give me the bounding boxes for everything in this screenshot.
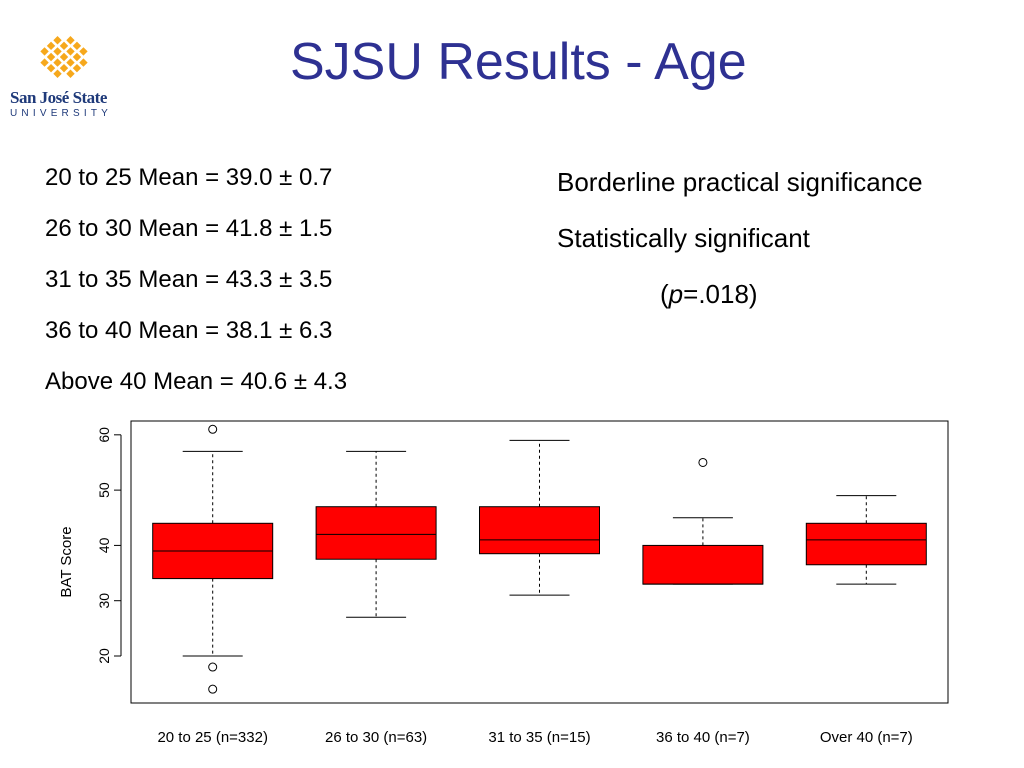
logo-diamond xyxy=(53,47,62,56)
logo-diamond xyxy=(40,47,49,56)
logo-name: San José State xyxy=(10,88,107,107)
bat-score-boxplot: 20 30 40 50 60 BAT Score 20 to 25 (n=332) 26 … xyxy=(58,420,949,746)
x-tick-label: Over 40 (n=7) xyxy=(820,729,913,746)
sjsu-diamond-logo-icon xyxy=(40,36,88,78)
logo-diamond xyxy=(46,52,56,62)
box-group xyxy=(315,450,437,618)
logo-diamond xyxy=(53,69,62,78)
stat-line: 20 to 25 Mean = 39.0 ± 0.7 xyxy=(45,164,333,191)
logo-subtitle: UNIVERSITY xyxy=(10,108,113,119)
y-tick-label: 40 xyxy=(96,537,112,553)
significance-notes: Borderline practical significance Statis… xyxy=(557,154,923,322)
p-value: =.018) xyxy=(683,279,758,309)
stat-line: 26 to 30 Mean = 41.8 ± 1.5 xyxy=(45,215,333,242)
x-tick-label: 31 to 35 (n=15) xyxy=(488,729,590,746)
note-practical: Borderline practical significance xyxy=(557,167,923,197)
box-group xyxy=(805,495,927,585)
logo-diamond xyxy=(66,47,75,56)
x-axis-labels: 20 to 25 (n=332) 26 to 30 (n=63) 31 to 35 … xyxy=(157,729,912,746)
logo-diamond xyxy=(59,63,69,73)
stat-line: 31 to 35 Mean = 43.3 ± 3.5 xyxy=(45,266,333,293)
mean-stats-list: 20 to 25 Mean = 39.0 ± 0.7 26 to 30 Mean… xyxy=(45,152,347,407)
logo-diamond xyxy=(66,58,75,67)
boxes xyxy=(152,424,927,694)
outlier-point xyxy=(208,662,218,672)
logo-diamond xyxy=(59,52,69,62)
y-tick-label: 20 xyxy=(96,648,112,664)
logo-diamond xyxy=(79,47,88,56)
x-tick-label: 36 to 40 (n=7) xyxy=(656,729,750,746)
iqr-box xyxy=(315,506,437,560)
box-group xyxy=(152,424,274,694)
plot-frame xyxy=(130,420,949,704)
stat-line: 36 to 40 Mean = 38.1 ± 6.3 xyxy=(45,317,333,344)
logo-diamond xyxy=(72,52,82,62)
logo-diamond xyxy=(59,41,69,51)
stat-line: Above 40 Mean = 40.6 ± 4.3 xyxy=(45,368,348,395)
logo-diamond xyxy=(53,58,62,67)
note-statistical: Statistically significant xyxy=(557,223,810,253)
logo-diamond xyxy=(72,41,82,51)
y-tick-label: 30 xyxy=(96,593,112,609)
box-group xyxy=(642,457,764,585)
logo-diamond xyxy=(72,63,82,73)
outlier-point xyxy=(208,424,218,434)
iqr-box xyxy=(805,522,927,566)
p-symbol: p xyxy=(668,279,684,309)
y-tick-label: 60 xyxy=(96,427,112,443)
logo-diamond xyxy=(53,36,62,45)
logo-diamond xyxy=(66,69,75,78)
logo-diamond xyxy=(40,58,49,67)
outlier-point xyxy=(208,684,218,694)
logo-diamond xyxy=(79,58,88,67)
y-axis-label: BAT Score xyxy=(58,526,75,597)
box-group xyxy=(479,439,600,596)
y-tick-label: 50 xyxy=(96,482,112,498)
x-tick-label: 26 to 30 (n=63) xyxy=(325,729,427,746)
x-tick-label: 20 to 25 (n=332) xyxy=(157,729,268,746)
p-open-paren: ( xyxy=(660,279,669,309)
logo-diamond xyxy=(46,41,56,51)
logo-diamond xyxy=(46,63,56,73)
iqr-box xyxy=(479,506,600,555)
iqr-box xyxy=(642,544,764,585)
outlier-point xyxy=(698,457,708,467)
y-axis: 20 30 40 50 60 xyxy=(96,427,122,664)
page-title: SJSU Results - Age xyxy=(290,33,747,91)
note-p-value: (p=.018) xyxy=(557,266,923,322)
sjsu-logo: San José State UNIVERSITY xyxy=(6,22,116,122)
logo-diamond xyxy=(66,36,75,45)
